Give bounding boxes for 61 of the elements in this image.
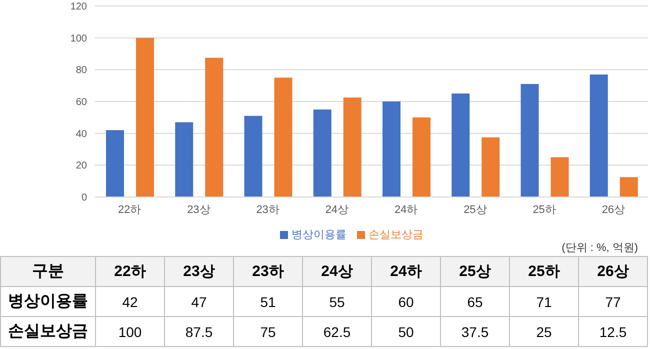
y-tick-label: 40	[76, 128, 88, 140]
category-label: 24하	[390, 262, 422, 280]
legend-label: 병상이용률	[292, 229, 346, 241]
data-label: 100	[96, 316, 164, 346]
y-tick-label: 20	[76, 160, 88, 172]
bar	[136, 38, 154, 197]
x-tick-label: 24하	[394, 204, 418, 216]
x-tick-label: 26상	[602, 204, 626, 216]
data-label: 77	[578, 286, 648, 316]
legend-label: 손실보상금	[368, 229, 424, 241]
data-label: 71	[510, 286, 578, 316]
data-label: 47	[164, 286, 234, 316]
bar	[175, 122, 194, 197]
bar	[620, 177, 638, 197]
y-tick-label: 100	[70, 33, 88, 44]
bar	[313, 109, 332, 197]
category-label: 24상	[321, 262, 353, 280]
data-label: 75	[234, 316, 302, 346]
bar	[274, 78, 292, 197]
category-label: 25상	[459, 262, 491, 280]
bar	[482, 137, 500, 197]
data-label: 51	[234, 286, 302, 316]
bar	[550, 157, 569, 197]
y-tick-label: 120	[70, 2, 88, 13]
category-label: 23상	[183, 262, 215, 280]
bar	[452, 94, 470, 197]
bar	[244, 116, 262, 197]
data-label: 62.5	[302, 316, 372, 346]
data-label: 60	[372, 286, 440, 316]
bar	[590, 74, 608, 197]
y-tick-label: 80	[76, 65, 88, 76]
data-label: 25	[510, 316, 578, 346]
text: 병상이용률	[8, 292, 88, 310]
category-label: 22하	[114, 262, 146, 280]
data-label: 37.5	[440, 316, 510, 346]
bar	[106, 130, 124, 197]
data-label: 65	[440, 286, 510, 316]
x-tick-label: 23상	[187, 204, 210, 216]
category-label: 25하	[528, 262, 560, 280]
x-tick-label: 24상	[325, 204, 349, 216]
data-label: 55	[302, 286, 372, 316]
bar	[412, 117, 430, 197]
data-label: 87.5	[164, 316, 234, 346]
text: 손실보상금	[8, 322, 88, 340]
bar	[520, 84, 539, 197]
x-tick-label: 22하	[118, 204, 142, 216]
data-label: 50	[372, 316, 440, 346]
x-tick-label: 23하	[256, 204, 280, 216]
data-label: 12.5	[578, 316, 648, 346]
y-tick-label: 60	[76, 97, 88, 108]
bar	[205, 58, 224, 197]
category-label: 23하	[252, 262, 284, 280]
x-tick-label: 25상	[464, 204, 487, 216]
text: (단위 : %, 억원)	[562, 241, 638, 255]
category-label: 26상	[597, 262, 629, 280]
text: 구분	[0, 256, 96, 286]
bar	[382, 102, 400, 197]
x-tick-label: 25하	[532, 204, 556, 216]
bar	[343, 98, 362, 197]
data-label: 42	[96, 286, 164, 316]
y-tick-label: 0	[81, 192, 88, 204]
